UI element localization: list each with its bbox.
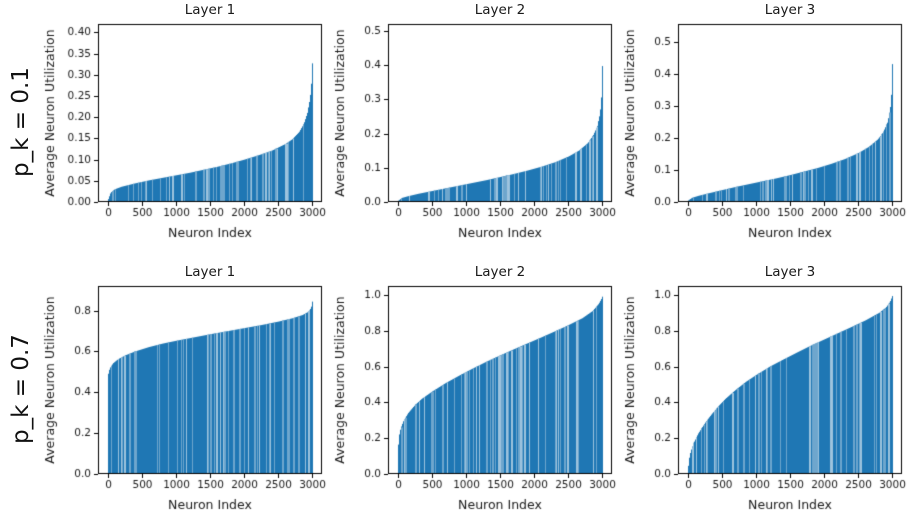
chart-title: Layer 3	[764, 264, 816, 280]
chart-canvas-r2-layer2	[332, 281, 622, 514]
chart-cell-r2-layer1: Layer 1	[42, 264, 332, 514]
row-label-cell-bottom: p_k = 0.7	[0, 264, 42, 514]
chart-title: Layer 2	[474, 2, 526, 18]
chart-canvas-r2-layer3	[622, 281, 912, 514]
chart-cell-r1-layer3: Layer 3	[622, 2, 912, 242]
chart-title: Layer 1	[184, 264, 236, 280]
chart-title: Layer 2	[474, 264, 526, 280]
chart-canvas-r1-layer2	[332, 19, 622, 242]
chart-title: Layer 3	[764, 2, 816, 18]
chart-cell-r2-layer3: Layer 3	[622, 264, 912, 514]
chart-title: Layer 1	[184, 2, 236, 18]
row-label-cell-top: p_k = 0.1	[0, 2, 42, 242]
chart-cell-r2-layer2: Layer 2	[332, 264, 622, 514]
chart-canvas-r1-layer1	[42, 19, 332, 242]
chart-canvas-r2-layer1	[42, 281, 332, 514]
chart-cell-r1-layer2: Layer 2	[332, 2, 622, 242]
row-label-pk-0.1: p_k = 0.1	[8, 67, 35, 177]
row-label-pk-0.7: p_k = 0.7	[8, 334, 35, 444]
chart-canvas-r1-layer3	[622, 19, 912, 242]
chart-cell-r1-layer1: Layer 1	[42, 2, 332, 242]
